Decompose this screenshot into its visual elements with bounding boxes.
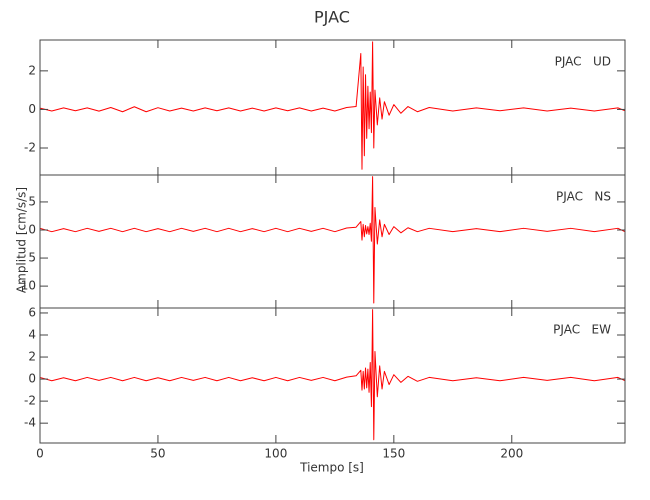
x-axis-label: Tiempo [s] bbox=[299, 461, 364, 475]
y-tick-label: 5 bbox=[28, 251, 36, 265]
y-tick-label: -2 bbox=[24, 141, 36, 155]
y-tick-label: 5 bbox=[28, 194, 36, 208]
panel-label: PJAC NS bbox=[556, 190, 611, 204]
x-tick-label: 100 bbox=[264, 447, 287, 461]
panel-label: PJAC EW bbox=[553, 323, 611, 337]
trace bbox=[39, 41, 626, 170]
panel-frame bbox=[39, 174, 626, 309]
y-tick-label: 10 bbox=[21, 279, 36, 293]
y-tick-label: 4 bbox=[28, 328, 36, 342]
panel-label: PJAC UD bbox=[555, 55, 611, 69]
y-tick-label: 0 bbox=[28, 222, 36, 236]
y-tick-label: -2 bbox=[24, 394, 36, 408]
y-tick-label: 0 bbox=[28, 102, 36, 116]
trace bbox=[39, 176, 626, 304]
y-tick-label: -4 bbox=[24, 416, 36, 430]
x-tick-label: 200 bbox=[500, 447, 523, 461]
y-tick-label: 6 bbox=[28, 305, 36, 319]
x-tick-label: 150 bbox=[382, 447, 405, 461]
chart-title: PJAC bbox=[314, 8, 350, 27]
y-tick-label: 2 bbox=[28, 63, 36, 77]
y-axis-label: Amplitud [cm/s/s] bbox=[15, 187, 29, 293]
x-tick-label: 50 bbox=[150, 447, 165, 461]
y-tick-label: 2 bbox=[28, 350, 36, 364]
panel-frame bbox=[39, 307, 626, 444]
y-tick-label: 0 bbox=[28, 372, 36, 386]
panel-frame bbox=[39, 39, 626, 176]
trace bbox=[39, 309, 626, 441]
x-tick-label: 0 bbox=[36, 447, 44, 461]
